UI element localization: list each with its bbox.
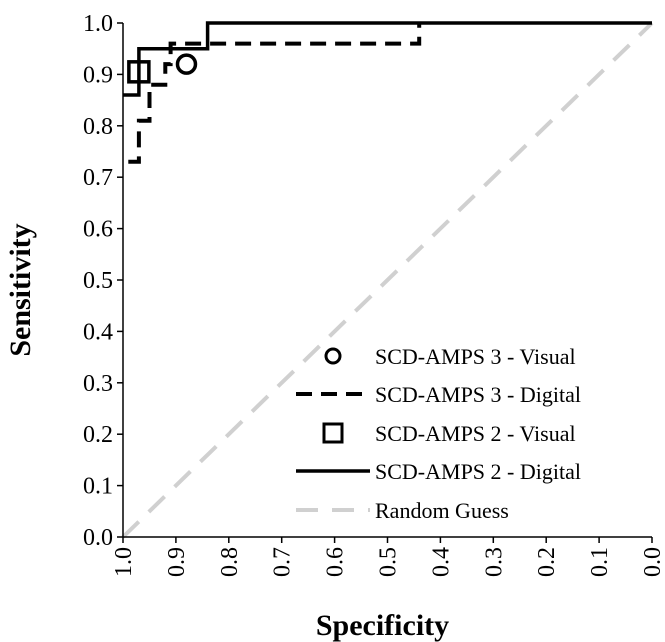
legend-label: SCD-AMPS 2 - Visual xyxy=(375,421,576,446)
y-tick-label: 0.8 xyxy=(83,114,113,140)
y-tick-label: 0.3 xyxy=(83,371,113,397)
x-tick-label: 0.5 xyxy=(376,547,402,577)
y-tick-label: 0.0 xyxy=(83,525,113,551)
legend-circle-marker xyxy=(324,347,342,365)
legend-label: SCD-AMPS 3 - Digital xyxy=(375,382,581,407)
x-tick-label: 0.1 xyxy=(587,547,613,577)
y-tick-label: 1.0 xyxy=(83,11,113,37)
legend: SCD-AMPS 3 - Visual SCD-AMPS 3 - Digital S… xyxy=(296,344,581,523)
scd-amps-2-visual-point xyxy=(127,60,151,84)
x-tick-label: 0.7 xyxy=(270,547,296,577)
y-tick-label: 0.2 xyxy=(83,422,113,448)
legend-item-scd-amps-2-digital: SCD-AMPS 2 - Digital xyxy=(296,459,581,484)
scd-amps-2-digital-line xyxy=(123,21,652,97)
x-tick-label: 0.6 xyxy=(323,547,349,577)
legend-label: Random Guess xyxy=(375,498,509,523)
legend-item-scd-amps-3-visual: SCD-AMPS 3 - Visual xyxy=(324,344,576,369)
x-tick-label: 0.0 xyxy=(640,547,665,577)
y-axis-title: Sensitivity xyxy=(4,223,37,356)
legend-label: SCD-AMPS 3 - Visual xyxy=(375,344,576,369)
axes: 0.0 0.1 0.2 0.3 0.4 0.5 0.6 0.7 0.8 0.9 1.0 1.0 0.9 0… xyxy=(4,11,665,642)
legend-item-random-guess: Random Guess xyxy=(296,498,509,523)
y-tick-label: 0.6 xyxy=(83,217,113,243)
legend-item-scd-amps-2-visual: SCD-AMPS 2 - Visual xyxy=(322,421,576,446)
y-tick-label: 0.7 xyxy=(83,165,113,191)
random-guess-line xyxy=(121,21,654,539)
legend-item-scd-amps-3-digital: SCD-AMPS 3 - Digital xyxy=(296,382,581,407)
y-tick-label: 0.1 xyxy=(83,474,113,500)
plot-area xyxy=(121,21,654,539)
scd-amps-3-visual-point xyxy=(175,53,198,75)
y-tick-label: 0.5 xyxy=(83,268,113,294)
x-tick-label: 0.8 xyxy=(217,547,243,577)
x-tick-label: 0.9 xyxy=(164,547,190,577)
x-tick-label: 0.4 xyxy=(428,547,454,577)
legend-square-marker xyxy=(322,422,344,444)
y-tick-label: 0.4 xyxy=(83,319,113,345)
x-tick-label: 0.3 xyxy=(481,547,507,577)
scd-amps-3-digital-line xyxy=(128,23,422,164)
x-tick-label: 1.0 xyxy=(111,547,137,577)
legend-label: SCD-AMPS 2 - Digital xyxy=(375,459,581,484)
y-tick-label: 0.9 xyxy=(83,62,113,88)
x-tick-label: 0.2 xyxy=(534,547,560,577)
x-axis-title: Specificity xyxy=(316,609,449,642)
